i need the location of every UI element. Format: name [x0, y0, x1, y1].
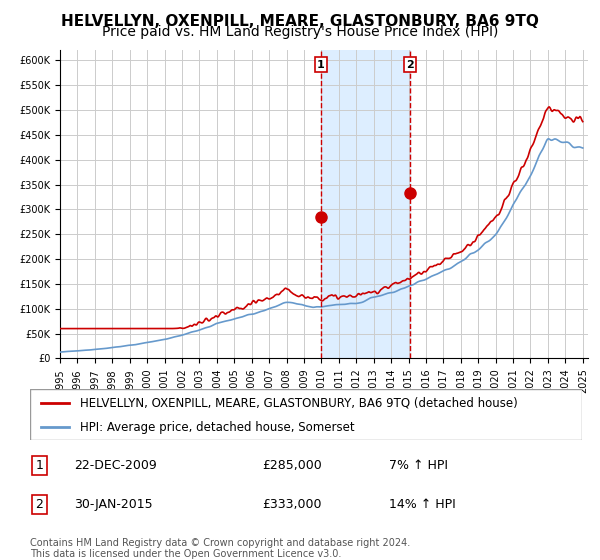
- Text: HELVELLYN, OXENPILL, MEARE, GLASTONBURY, BA6 9TQ: HELVELLYN, OXENPILL, MEARE, GLASTONBURY,…: [61, 14, 539, 29]
- Text: 22-DEC-2009: 22-DEC-2009: [74, 459, 157, 472]
- Text: £285,000: £285,000: [262, 459, 322, 472]
- Text: 1: 1: [35, 459, 43, 472]
- Text: £333,000: £333,000: [262, 498, 322, 511]
- Text: 2: 2: [406, 60, 414, 69]
- Text: 7% ↑ HPI: 7% ↑ HPI: [389, 459, 448, 472]
- Text: 30-JAN-2015: 30-JAN-2015: [74, 498, 153, 511]
- FancyBboxPatch shape: [30, 389, 582, 440]
- Text: 1: 1: [317, 60, 325, 69]
- Text: HPI: Average price, detached house, Somerset: HPI: Average price, detached house, Some…: [80, 421, 355, 433]
- Text: Contains HM Land Registry data © Crown copyright and database right 2024.
This d: Contains HM Land Registry data © Crown c…: [30, 538, 410, 559]
- Text: 14% ↑ HPI: 14% ↑ HPI: [389, 498, 455, 511]
- Text: Price paid vs. HM Land Registry's House Price Index (HPI): Price paid vs. HM Land Registry's House …: [102, 25, 498, 39]
- Bar: [321, 50, 410, 358]
- Text: 2: 2: [35, 498, 43, 511]
- Text: HELVELLYN, OXENPILL, MEARE, GLASTONBURY, BA6 9TQ (detached house): HELVELLYN, OXENPILL, MEARE, GLASTONBURY,…: [80, 397, 517, 410]
